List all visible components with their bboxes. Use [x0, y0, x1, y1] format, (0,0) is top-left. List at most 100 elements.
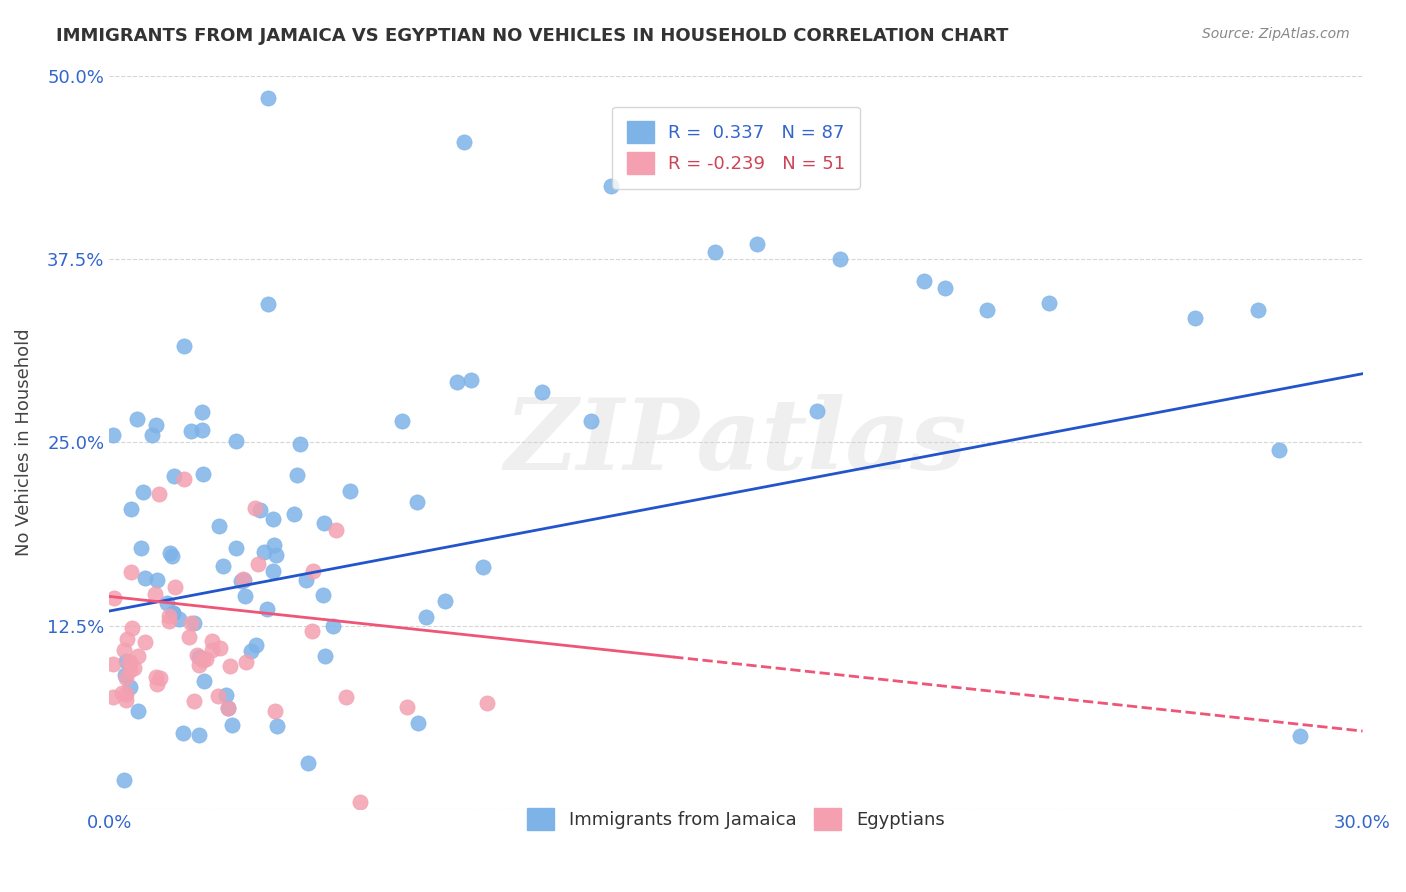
Point — [415, 610, 437, 624]
Point — [217, 700, 239, 714]
Point — [1184, 310, 1206, 325]
Point — [302, 564, 325, 578]
Point — [214, 688, 236, 702]
Point — [193, 467, 215, 482]
Point — [335, 690, 357, 705]
Point — [183, 615, 205, 630]
Point — [263, 538, 285, 552]
Point — [112, 643, 135, 657]
Point — [149, 672, 172, 686]
Point — [103, 427, 125, 442]
Point — [115, 687, 138, 701]
Point — [191, 405, 214, 419]
Point — [134, 634, 156, 648]
Point — [187, 658, 209, 673]
Point — [163, 468, 186, 483]
Point — [103, 657, 125, 671]
Point — [120, 501, 142, 516]
Point — [191, 423, 214, 437]
Point — [806, 404, 828, 418]
Point — [180, 616, 202, 631]
Point — [172, 726, 194, 740]
Point — [141, 427, 163, 442]
Point — [146, 573, 169, 587]
Point — [312, 516, 335, 530]
Point — [391, 414, 413, 428]
Point — [219, 659, 242, 673]
Point — [240, 644, 263, 658]
Point — [262, 564, 284, 578]
Point — [283, 507, 305, 521]
Point — [312, 588, 335, 602]
Point — [187, 728, 209, 742]
Point — [103, 591, 125, 605]
Point — [193, 653, 215, 667]
Point — [120, 566, 142, 580]
Point — [169, 612, 191, 626]
Point — [201, 643, 224, 657]
Point — [201, 634, 224, 648]
Y-axis label: No Vehicles in Household: No Vehicles in Household — [15, 328, 32, 556]
Point — [325, 523, 347, 537]
Point — [235, 655, 257, 669]
Point — [118, 655, 141, 669]
Point — [1289, 729, 1312, 743]
Point — [156, 596, 179, 610]
Point — [127, 705, 149, 719]
Point — [218, 700, 240, 714]
Text: ZIPatlas: ZIPatlas — [505, 394, 967, 491]
Point — [257, 90, 280, 104]
Point — [912, 274, 935, 288]
Point — [1038, 296, 1060, 310]
Point — [246, 557, 269, 571]
Point — [157, 614, 180, 628]
Point — [159, 546, 181, 560]
Point — [446, 375, 468, 389]
Point — [232, 572, 254, 586]
Point — [127, 648, 149, 663]
Point — [349, 795, 371, 809]
Point — [264, 548, 287, 562]
Point — [704, 244, 727, 259]
Point — [111, 685, 134, 699]
Point — [118, 663, 141, 677]
Point — [173, 472, 195, 486]
Point — [118, 656, 141, 670]
Point — [322, 619, 344, 633]
Point — [406, 715, 429, 730]
Point — [134, 570, 156, 584]
Point — [295, 573, 318, 587]
Point — [290, 436, 312, 450]
Point — [207, 689, 229, 703]
Point — [118, 680, 141, 694]
Legend: Immigrants from Jamaica, Egyptians: Immigrants from Jamaica, Egyptians — [513, 793, 959, 844]
Point — [245, 638, 267, 652]
Point — [472, 560, 495, 574]
Point — [114, 668, 136, 682]
Point — [1247, 303, 1270, 318]
Point — [177, 631, 200, 645]
Point — [122, 661, 145, 675]
Point — [165, 580, 187, 594]
Point — [233, 589, 256, 603]
Point — [262, 511, 284, 525]
Point — [212, 559, 235, 574]
Point — [264, 705, 287, 719]
Point — [132, 485, 155, 500]
Point — [194, 651, 217, 665]
Point — [162, 606, 184, 620]
Point — [406, 495, 429, 509]
Point — [460, 373, 482, 387]
Point — [531, 384, 554, 399]
Point — [157, 608, 180, 623]
Point — [148, 486, 170, 500]
Point — [256, 602, 278, 616]
Point — [245, 501, 267, 516]
Point — [225, 541, 247, 556]
Point — [581, 414, 603, 428]
Point — [112, 772, 135, 787]
Point — [114, 692, 136, 706]
Point — [249, 503, 271, 517]
Point — [114, 671, 136, 685]
Point — [186, 648, 208, 662]
